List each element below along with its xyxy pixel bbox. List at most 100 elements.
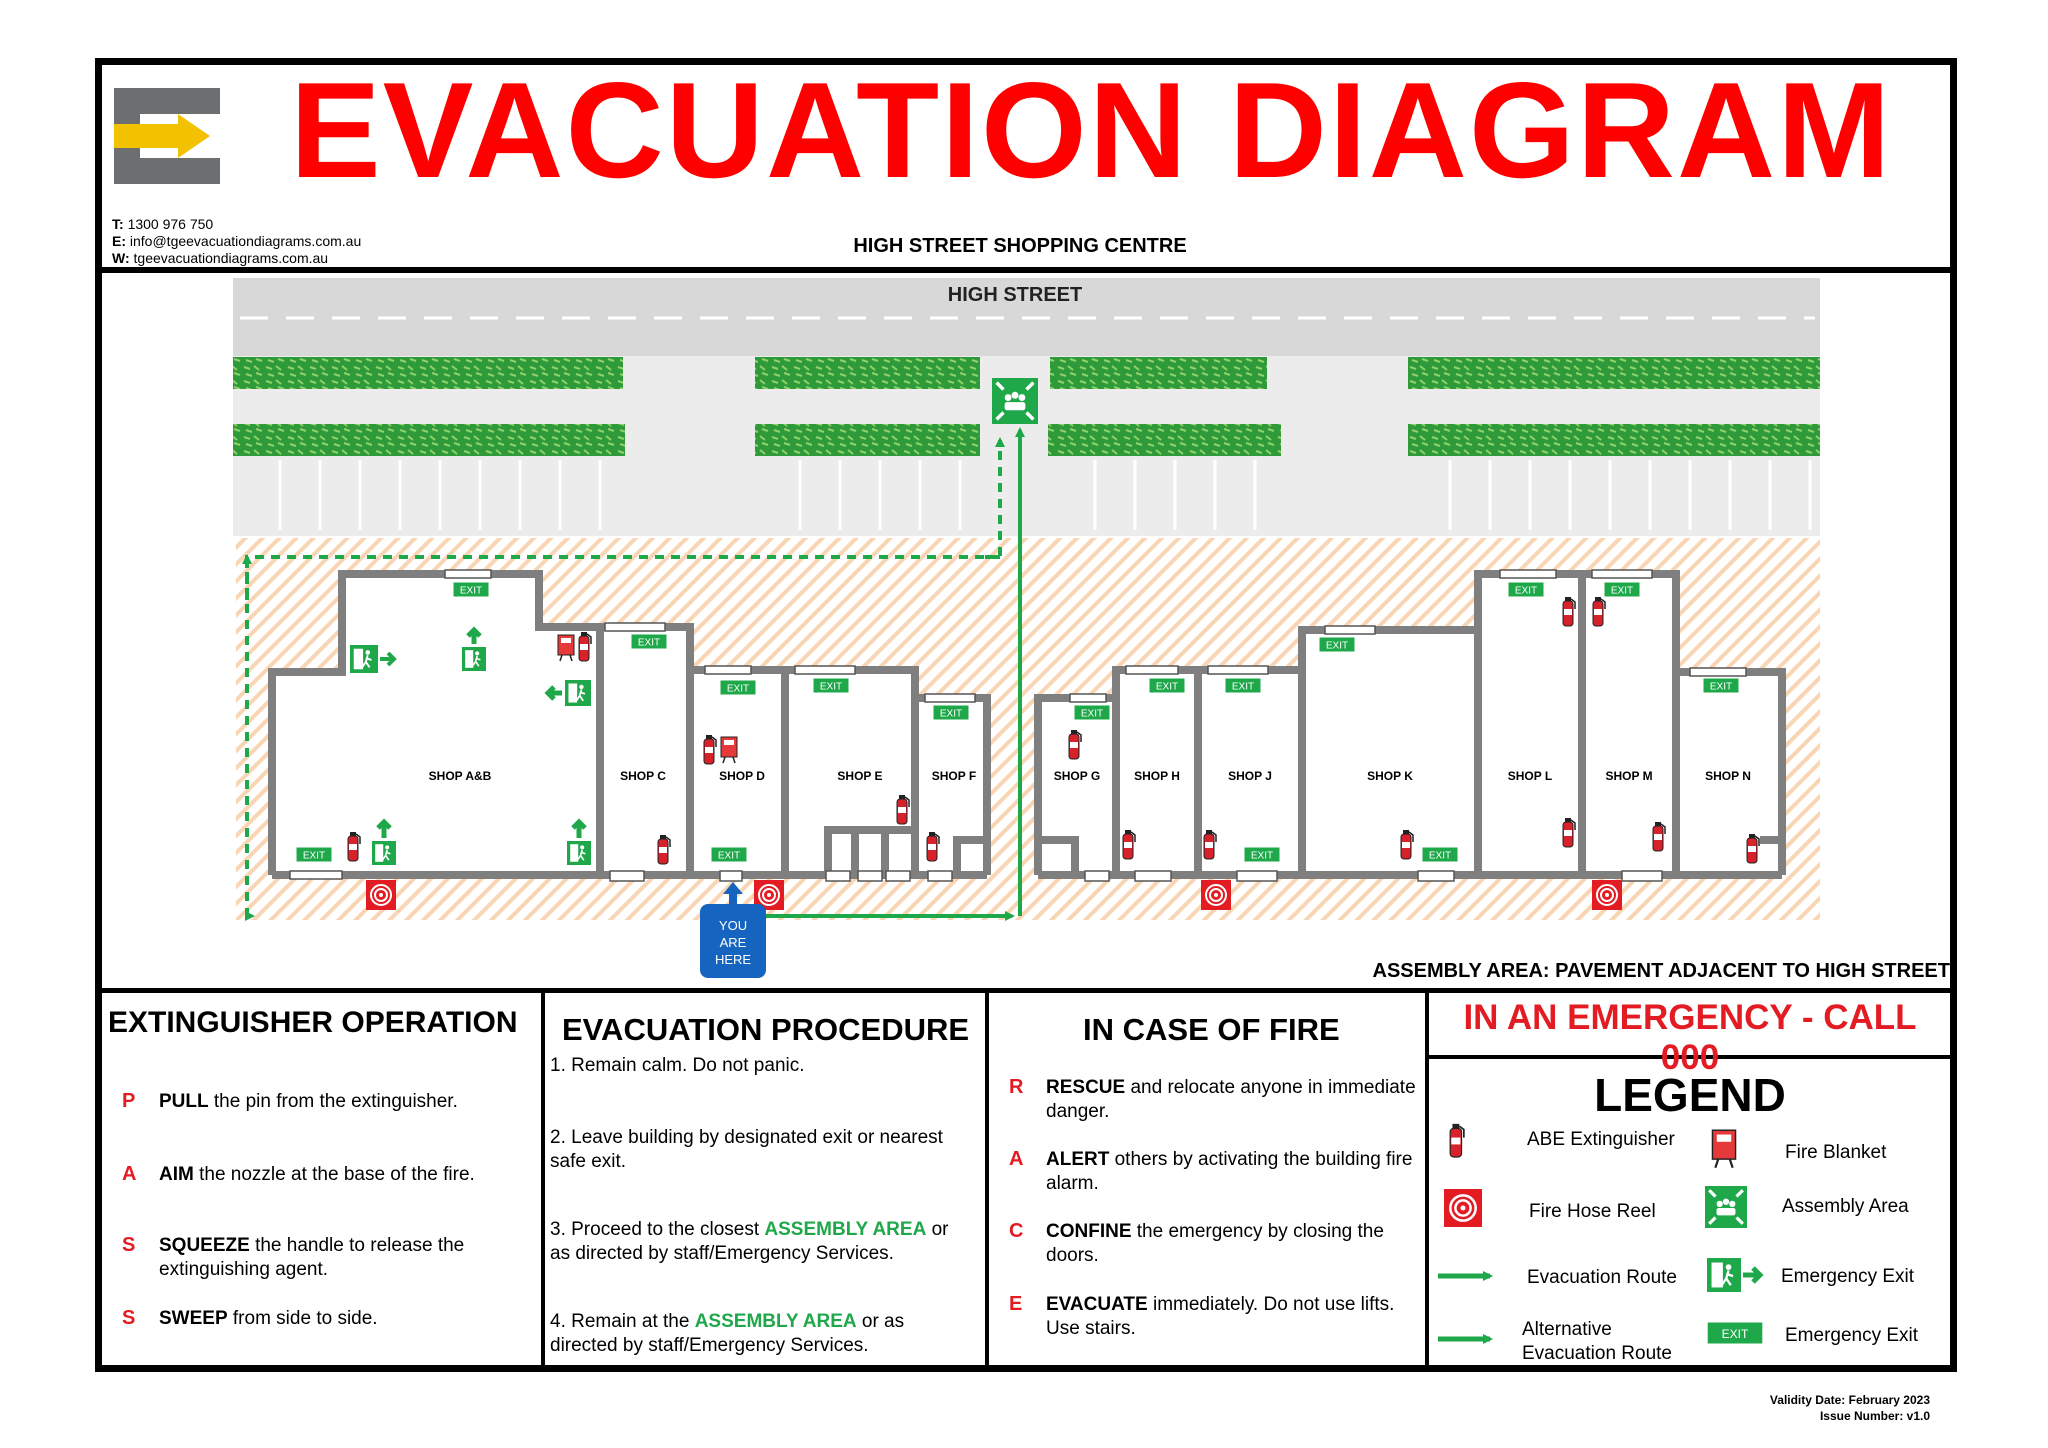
hedge [233,357,623,389]
fire-step-letter: C [1009,1220,1024,1242]
extinguisher-step-letter: P [122,1090,136,1112]
map-divider [95,988,1957,993]
fire-step-text: others by activating the building fire a… [1046,1149,1413,1194]
shop-labels: SHOP A&B SHOP C SHOP D SHOP E SHOP F SHOP G SH… [429,769,1751,783]
hedge [1408,357,1820,389]
legend-hose: Fire Hose Reel [1529,1201,1656,1222]
fire-step: ALERT others by activating the building … [1046,1148,1416,1196]
extinguisher-step-action: SWEEP [159,1308,228,1329]
legend-title: LEGEND [1594,1069,1786,1121]
extinguisher-step: AIM the nozzle at the base of the fire. [159,1163,519,1187]
shop-label: SHOP H [1134,769,1180,783]
exit-sign [1224,677,1262,694]
panel-divider-2 [985,988,989,1368]
fire-hose-reel-icon [1444,1189,1482,1227]
web-value: tgeevacuationdiagrams.com.au [133,250,329,266]
exit-sign-label: EXIT [1232,682,1254,693]
assembly-area-icon [1705,1186,1747,1228]
company-logo [114,88,220,184]
shop-label: SHOP N [1705,769,1751,783]
exit-sign-label: EXIT [1515,586,1537,597]
procedure-step-4: 4. Remain at the ASSEMBLY AREA or as dir… [550,1310,970,1358]
shop-label: SHOP C [620,769,666,783]
fire-step-action: EVACUATE [1046,1294,1148,1315]
fire-step-text: immediately. Do not use lifts. Use stair… [1046,1294,1395,1339]
shop-label: SHOP D [719,769,765,783]
exit-sign-label: EXIT [1251,851,1273,862]
procedure-step-3-end: or as directed by staff/Emergency Servic… [550,1219,949,1264]
extinguisher-step-text: the pin from the extinguisher. [208,1091,458,1112]
extinguisher-step-letter: S [122,1234,136,1256]
shop-label: SHOP G [1054,769,1100,783]
doors [289,569,1747,882]
header-divider [95,267,1957,273]
exit-sign [719,679,757,696]
parking-bays [278,460,1812,530]
hedge [1050,357,1267,389]
fire-step-action: CONFINE [1046,1221,1132,1242]
fire-step-text: the emergency by closing the doors. [1046,1221,1384,1266]
procedure-step-4-text: 4. Remain at the [550,1311,695,1332]
shop-label: SHOP M [1605,769,1652,783]
extinguisher-step-text: the nozzle at the base of the fire. [193,1164,475,1185]
assembly-area-note: ASSEMBLY AREA: PAVEMENT ADJACENT TO HIGH… [1372,960,1950,982]
phone-value: 1300 976 750 [127,216,214,232]
shop-label: SHOP K [1367,769,1413,783]
extinguisher-step-action: SQUEEZE [159,1235,250,1256]
legend-emergency-exit: Emergency Exit [1781,1266,1915,1287]
you-are-here-line1: YOU [719,918,747,933]
exit-sign-label: EXIT [1429,851,1451,862]
exit-sign-label: EXIT [460,586,482,597]
hedge [1048,424,1281,456]
shop-label: SHOP F [932,769,976,783]
procedure-step-1: 1. Remain calm. Do not panic. [550,1055,805,1076]
procedure-step-3: 3. Proceed to the closest ASSEMBLY AREA … [550,1218,970,1266]
contact-details: T: 1300 976 750 E: info@tgeevacuationdia… [112,216,361,267]
directional-exit-signs [350,626,592,866]
exit-sign [1603,581,1641,598]
exit-sign [1507,581,1545,598]
legend-blanket: Fire Blanket [1785,1142,1887,1163]
email-label: E: [112,233,126,249]
exit-sign-label: EXIT [1156,682,1178,693]
hedge [233,424,625,456]
you-are-here-line2: ARE [720,935,747,950]
phone-label: T: [112,216,124,232]
legend-abe: ABE Extinguisher [1527,1129,1675,1150]
fire-step: EVACUATE immediately. Do not use lifts. … [1046,1293,1416,1341]
fire-step: RESCUE and relocate anyone in immediate … [1046,1076,1416,1124]
extinguisher-step: SWEEP from side to side. [159,1307,519,1331]
extinguisher-step-action: PULL [159,1091,209,1112]
assembly-area-highlight: ASSEMBLY AREA [764,1219,927,1240]
exit-sign [1421,846,1459,863]
exit-sign-label: EXIT [1611,586,1633,597]
procedure-step-3-text: 3. Proceed to the closest [550,1219,765,1240]
exit-sign [1318,636,1356,653]
shop-label: SHOP A&B [429,769,492,783]
fire-step-letter: R [1009,1076,1024,1098]
panel-divider-1 [541,988,545,1368]
you-are-here-marker: YOU ARE HERE [700,882,766,978]
building-name: HIGH STREET SHOPPING CENTRE [853,235,1187,257]
emergency-divider [1425,1055,1957,1059]
exit-sign-label: EXIT [1710,682,1732,693]
hedge [755,424,980,456]
extinguisher-step-text: the handle to release the extinguishing … [159,1235,465,1280]
shop-label: SHOP J [1228,769,1272,783]
extinguisher-step-text: from side to side. [227,1308,378,1329]
shop-label: SHOP E [837,769,882,783]
extinguisher-step-letter: A [122,1163,137,1185]
procedure-step-2: 2. Leave building by designated exit or … [550,1127,943,1172]
evacuation-routes [242,427,1025,921]
extinguisher-step-action: AIM [159,1164,194,1185]
extinguisher-step-letter: S [122,1307,136,1329]
exit-sign [1148,677,1186,694]
exit-signs: EXIT EXIT EXIT EXIT EXIT EXIT EXIT EXIT EXIT EXIT… [295,581,1740,863]
exit-sign [1243,846,1281,863]
procedure-title: EVACUATION PROCEDURE [562,1012,970,1047]
exit-sign [452,581,490,598]
fire-step: CONFINE the emergency by closing the doo… [1046,1220,1416,1268]
emergency-exit-icon [1707,1258,1741,1292]
